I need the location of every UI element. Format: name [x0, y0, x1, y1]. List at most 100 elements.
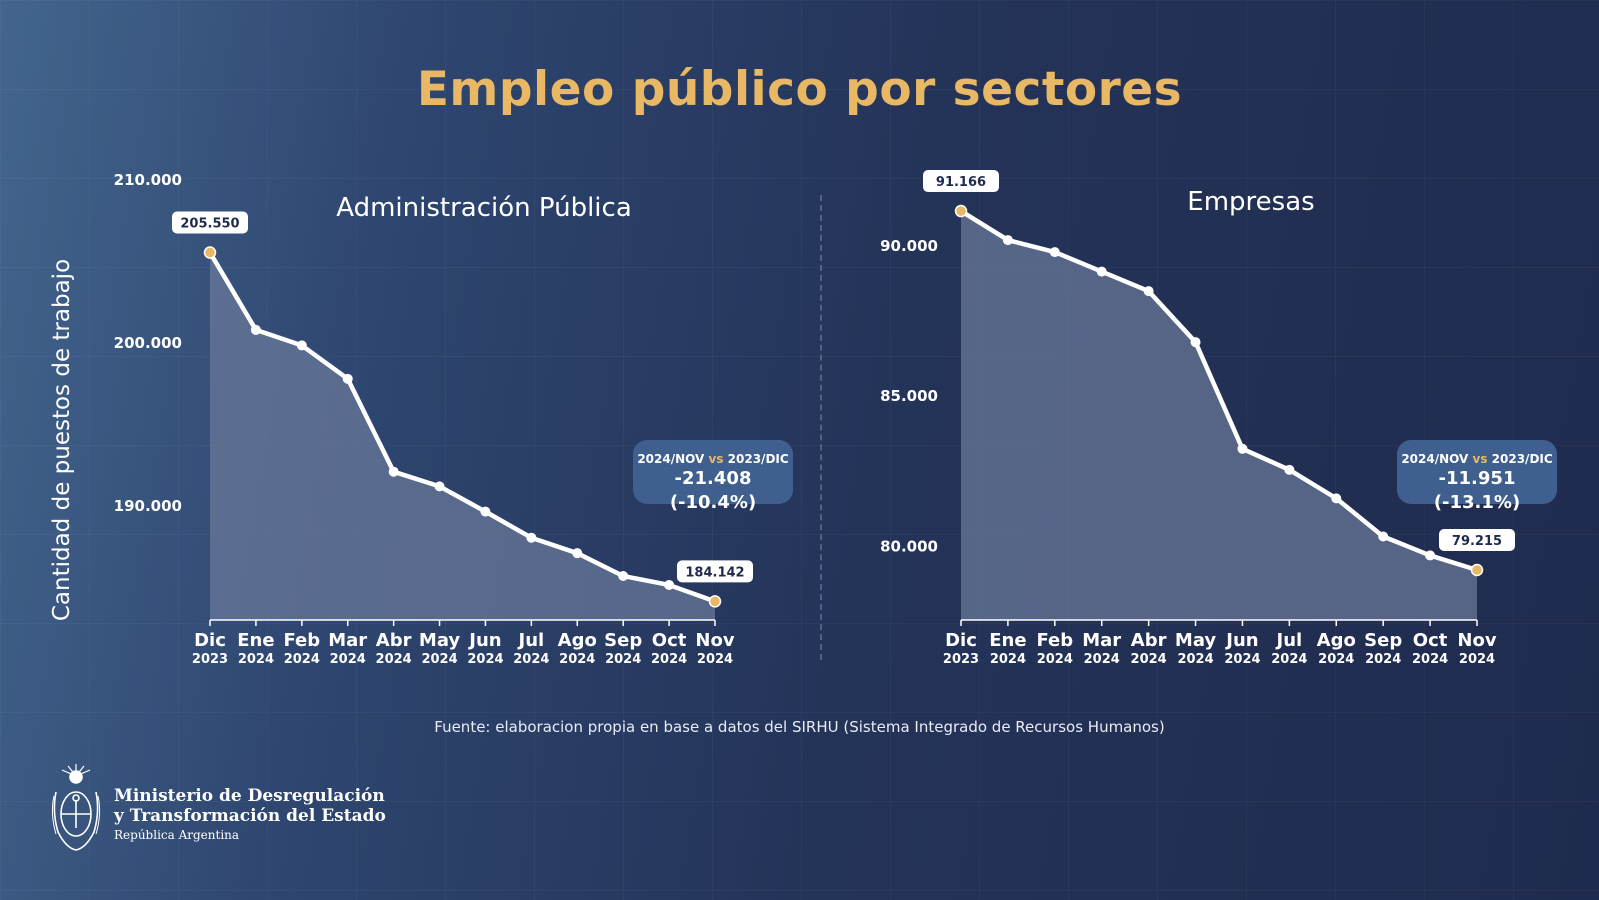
data-label: 184.142 — [685, 565, 744, 580]
badge-period: 2024/NOV — [637, 452, 705, 466]
logo-line-1: Ministerio de Desregulación — [114, 786, 385, 806]
x-tick-label-month: Oct — [652, 630, 687, 651]
value-callout-box — [923, 170, 999, 193]
data-point — [434, 481, 445, 492]
data-point — [480, 506, 491, 517]
badge-period-base: 2023/DIC — [1491, 452, 1553, 466]
badge-period: 2024/NOV — [1401, 452, 1469, 466]
data-label: 205.550 — [180, 217, 239, 232]
chart-divider — [820, 195, 822, 660]
x-tick-label-year: 2024 — [284, 652, 320, 667]
x-tick-label-year: 2024 — [421, 652, 457, 667]
data-point — [1284, 464, 1295, 475]
value-callout-box — [172, 211, 248, 234]
data-point — [1237, 443, 1248, 454]
x-tick-label-month: Ene — [237, 630, 274, 651]
data-point — [203, 246, 217, 259]
x-tick-label-month: Ago — [1317, 630, 1356, 651]
series-line — [958, 208, 1480, 573]
x-tick-label-year: 2024 — [1131, 652, 1167, 667]
x-tick-label-month: Jun — [1224, 630, 1258, 651]
data-point — [296, 340, 307, 351]
x-tick-label-year: 2024 — [1084, 652, 1120, 667]
data-point — [618, 571, 629, 581]
x-tick-label-year: 2024 — [1459, 652, 1495, 667]
x-tick-label-year: 2024 — [1224, 652, 1260, 667]
badge-vs: vs — [708, 452, 724, 466]
data-point — [954, 204, 968, 218]
x-tick-label-year: 2024 — [330, 652, 366, 667]
data-point — [1002, 235, 1013, 246]
x-tick-label-year: 2024 — [651, 652, 687, 667]
data-point — [526, 532, 537, 543]
data-point — [1331, 493, 1342, 504]
data-point — [1190, 337, 1201, 348]
chart-0: Administración Pública 190.000 200.000 210.… — [114, 171, 753, 667]
x-tick-label-year: 2024 — [513, 652, 549, 667]
x-tick-label-year: 2024 — [1177, 652, 1213, 667]
chart-title: Empresas — [1187, 187, 1314, 217]
data-point — [1096, 266, 1107, 277]
data-point — [342, 373, 353, 384]
x-tick-label-month: Nov — [695, 630, 734, 651]
value-callout-box — [677, 560, 753, 583]
x-tick-label-year: 2024 — [1271, 652, 1307, 667]
x-tick-label-year: 2024 — [605, 652, 641, 667]
area-fill — [210, 252, 715, 620]
x-tick-label-month: Feb — [283, 630, 320, 651]
data-point — [1378, 531, 1389, 542]
logo-line-3: República Argentina — [114, 828, 240, 842]
x-tick-label-year: 2024 — [1037, 652, 1073, 667]
badge-period-base: 2023/DIC — [727, 452, 789, 466]
x-tick-label-year: 2023 — [192, 652, 228, 667]
y-tick-label: 80.000 — [880, 537, 938, 555]
logo-line-2: y Transformación del Estado — [114, 806, 386, 826]
x-tick-label-month: Ago — [558, 630, 597, 651]
x-tick-label-month: May — [1175, 630, 1217, 651]
chart-1: Empresas80.00085.00090.000Dic2023Ene2024… — [880, 170, 1515, 667]
x-tick-label-month: Ene — [989, 630, 1026, 651]
x-tick-label-month: Abr — [1131, 630, 1167, 651]
data-point — [1143, 286, 1154, 297]
x-tick-label-year: 2024 — [1365, 652, 1401, 667]
x-tick-label-year: 2024 — [1412, 652, 1448, 667]
data-point — [1049, 247, 1060, 258]
value-callout-box — [1439, 528, 1515, 551]
area-fill — [961, 211, 1477, 620]
badge-value: -11.951 (-13.1%) — [1433, 468, 1521, 513]
x-tick-label-month: May — [419, 630, 461, 651]
data-point — [1425, 550, 1436, 561]
y-tick-label: 190.000 — [114, 497, 182, 515]
y-tick-label: 85.000 — [880, 387, 938, 405]
change-badge-empresas: 2024/NOV vs 2023/DIC -11.951 (-13.1%) — [1397, 440, 1557, 513]
x-tick-label-year: 2024 — [697, 652, 733, 667]
x-tick-label-month: Mar — [328, 630, 367, 651]
data-label: 79.215 — [1452, 534, 1502, 549]
x-tick-label-month: Oct — [1413, 630, 1448, 651]
x-tick-label-year: 2024 — [990, 652, 1026, 667]
series-line — [207, 250, 718, 604]
data-point — [708, 595, 722, 608]
x-tick-label-month: Feb — [1036, 630, 1073, 651]
y-tick-label: 200.000 — [114, 334, 182, 352]
source-note: Fuente: elaboracion propia en base a dat… — [434, 718, 1165, 736]
x-tick-label-year: 2024 — [238, 652, 274, 667]
change-badge-administracion: 2024/NOV vs 2023/DIC -21.408 (-10.4%) — [633, 440, 793, 513]
data-point — [388, 466, 399, 477]
y-tick-label: 210.000 — [114, 171, 182, 189]
x-tick-label-month: Sep — [604, 630, 642, 651]
x-tick-label-month: Dic — [945, 630, 977, 651]
x-tick-label-year: 2024 — [467, 652, 503, 667]
x-tick-label-year: 2023 — [943, 652, 979, 667]
x-tick-label-year: 2024 — [376, 652, 412, 667]
data-point — [572, 548, 583, 559]
y-tick-label: 90.000 — [880, 237, 938, 255]
page-title: Empleo público por sectores — [416, 62, 1183, 117]
coat-of-arms-icon — [51, 764, 101, 851]
x-tick-label-month: Abr — [376, 630, 412, 651]
data-point — [250, 324, 261, 335]
x-tick-label-year: 2024 — [1318, 652, 1354, 667]
chart-title: Administración Pública — [336, 193, 632, 223]
x-tick-label-month: Sep — [1364, 630, 1402, 651]
